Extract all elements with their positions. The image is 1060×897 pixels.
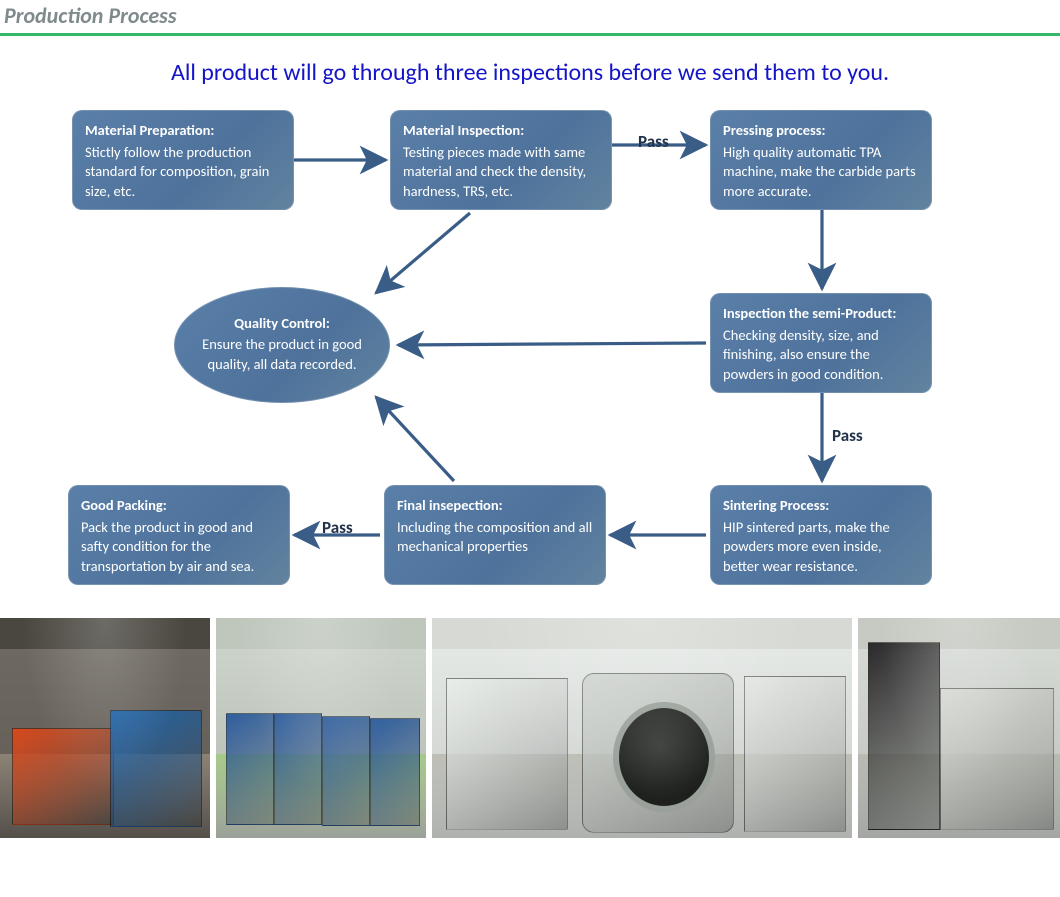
node-body: Including the composition and all mechan… xyxy=(397,518,593,557)
section-header: Production Process xyxy=(0,0,1060,36)
node-pack: Good Packing:Pack the product in good an… xyxy=(68,485,290,585)
node-title: Material Preparation: xyxy=(85,121,281,141)
photo-machine xyxy=(744,676,846,832)
node-title: Good Packing: xyxy=(81,496,277,516)
node-body: High quality automatic TPA machine, make… xyxy=(723,143,919,202)
node-prep: Material Preparation:Stictly follow the … xyxy=(72,110,294,210)
flowchart-canvas: Material Preparation:Stictly follow the … xyxy=(0,95,1060,605)
photo-machine xyxy=(110,710,202,827)
photo-ceiling xyxy=(432,618,852,649)
node-body: Stictly follow the production standard f… xyxy=(85,143,281,202)
node-body: Testing pieces made with same material a… xyxy=(403,143,599,202)
photo-floor xyxy=(432,754,852,838)
node-title: Quality Control: xyxy=(234,314,330,334)
edge-label-final-pack: Pass xyxy=(322,517,353,538)
edge-label-insp-press: Pass xyxy=(638,131,669,152)
photo-ceiling xyxy=(858,618,1060,649)
edge-semi-qc xyxy=(398,343,706,345)
node-title: Final insepection: xyxy=(397,496,593,516)
photo-machine xyxy=(322,716,370,826)
photo-machine xyxy=(370,718,420,826)
node-body: HIP sintered parts, make the powders mor… xyxy=(723,518,919,577)
photo-machine xyxy=(274,713,322,825)
subtitle: All product will go through three inspec… xyxy=(0,58,1060,87)
node-body: Pack the product in good and safty condi… xyxy=(81,518,277,577)
node-semi: Inspection the semi-Product:Checking den… xyxy=(710,293,932,393)
edge-label-semi-sinter: Pass xyxy=(832,425,863,446)
node-title: Sintering Process: xyxy=(723,496,919,516)
node-final: Final insepection:Including the composit… xyxy=(384,485,606,585)
photo-floor xyxy=(0,754,210,838)
photo-machining-line xyxy=(216,618,426,838)
photo-floor xyxy=(216,754,426,838)
photo-furnace-room xyxy=(432,618,852,838)
edge-insp-qc xyxy=(376,213,470,293)
photo-press-shop xyxy=(0,618,210,838)
node-body: Checking density, size, and finishing, a… xyxy=(723,326,919,385)
node-insp: Material Inspection:Testing pieces made … xyxy=(390,110,612,210)
photo-ceiling xyxy=(0,618,210,649)
edge-final-qc xyxy=(376,397,454,481)
photo-floor xyxy=(858,754,1060,838)
photo-row xyxy=(0,618,1060,845)
section-title: Production Process xyxy=(0,0,1060,31)
node-press: Pressing process:High quality automatic … xyxy=(710,110,932,210)
photo-machine xyxy=(940,688,1054,830)
node-sinter: Sintering Process:HIP sintered parts, ma… xyxy=(710,485,932,585)
furnace-door xyxy=(613,702,715,812)
photo-machine xyxy=(868,642,940,830)
photo-machine xyxy=(226,713,274,825)
photo-machine xyxy=(12,728,114,825)
node-title: Material Inspection: xyxy=(403,121,599,141)
section-rule xyxy=(0,33,1060,36)
photo-machine xyxy=(446,678,568,830)
node-title: Inspection the semi-Product: xyxy=(723,304,919,324)
node-body: Ensure the product in good quality, all … xyxy=(197,335,367,374)
photo-edm-room xyxy=(858,618,1060,838)
photo-ceiling xyxy=(216,618,426,649)
node-qc: Quality Control:Ensure the product in go… xyxy=(174,287,390,403)
node-title: Pressing process: xyxy=(723,121,919,141)
photo-machine xyxy=(582,673,734,833)
